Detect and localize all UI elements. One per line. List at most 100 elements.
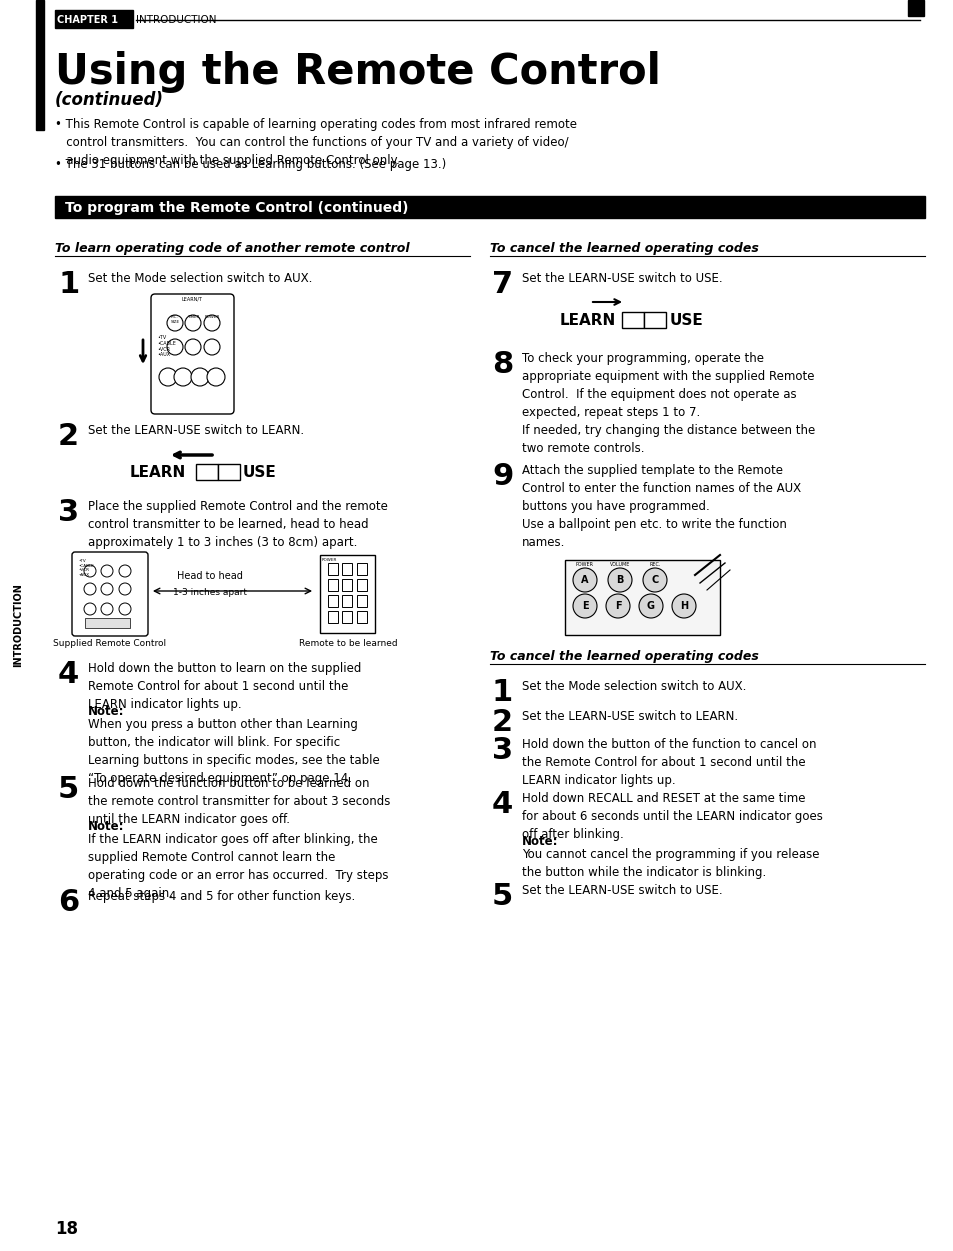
Text: LEARN/T: LEARN/T <box>181 296 202 301</box>
Circle shape <box>167 339 183 355</box>
Bar <box>341 595 352 607</box>
Text: Using the Remote Control: Using the Remote Control <box>55 51 660 93</box>
Bar <box>328 579 337 590</box>
Text: When you press a button other than Learning
button, the indicator will blink. Fo: When you press a button other than Learn… <box>88 718 379 784</box>
Circle shape <box>207 368 225 387</box>
Text: 7: 7 <box>492 270 513 299</box>
Circle shape <box>573 594 597 618</box>
Circle shape <box>642 568 666 592</box>
Bar <box>328 563 337 575</box>
Text: Set the LEARN-USE switch to USE.: Set the LEARN-USE switch to USE. <box>521 884 721 897</box>
Text: POWER: POWER <box>576 562 594 567</box>
Text: PIC.
SIZE: PIC. SIZE <box>171 315 179 324</box>
Text: F: F <box>614 600 620 610</box>
Text: Note:: Note: <box>521 834 558 848</box>
Bar <box>341 579 352 590</box>
Bar <box>643 311 665 328</box>
Text: Head to head: Head to head <box>177 570 243 580</box>
Text: To cancel the learned operating codes: To cancel the learned operating codes <box>490 651 758 663</box>
FancyBboxPatch shape <box>151 294 233 414</box>
FancyBboxPatch shape <box>71 552 148 636</box>
Circle shape <box>84 603 96 615</box>
Circle shape <box>173 368 192 387</box>
Text: USE: USE <box>669 313 703 328</box>
Circle shape <box>573 568 597 592</box>
Circle shape <box>101 603 112 615</box>
Text: POWER: POWER <box>204 315 219 319</box>
Text: 3: 3 <box>58 498 79 527</box>
Text: LEARN: LEARN <box>130 464 186 479</box>
Circle shape <box>84 565 96 577</box>
Text: H: H <box>679 600 687 610</box>
Bar <box>55 10 132 28</box>
Text: 4: 4 <box>58 661 79 689</box>
Circle shape <box>84 583 96 595</box>
Text: LEARN: LEARN <box>559 313 616 328</box>
Text: To check your programming, operate the
appropriate equipment with the supplied R: To check your programming, operate the a… <box>521 352 815 455</box>
Text: • This Remote Control is capable of learning operating codes from most infrared : • This Remote Control is capable of lear… <box>55 118 577 166</box>
Bar <box>356 595 367 607</box>
Text: 6: 6 <box>58 888 79 917</box>
Circle shape <box>204 339 220 355</box>
Text: B: B <box>616 575 623 585</box>
Text: 18: 18 <box>55 1220 78 1238</box>
Text: Set the LEARN-USE switch to LEARN.: Set the LEARN-USE switch to LEARN. <box>88 424 304 437</box>
Text: USE: USE <box>243 464 276 479</box>
Circle shape <box>204 315 220 332</box>
Text: Set the LEARN-USE switch to USE.: Set the LEARN-USE switch to USE. <box>521 271 721 285</box>
Text: 4: 4 <box>492 789 513 819</box>
Circle shape <box>167 315 183 332</box>
Text: 5: 5 <box>492 882 513 911</box>
Text: • The 31 buttons can be used as Learning buttons. (See page 13.): • The 31 buttons can be used as Learning… <box>55 158 446 171</box>
Text: G: G <box>646 600 655 610</box>
Text: A: A <box>580 575 588 585</box>
Text: 5: 5 <box>58 776 79 804</box>
Text: E: E <box>581 600 588 610</box>
Text: (continued): (continued) <box>55 91 164 109</box>
Text: Attach the supplied template to the Remote
Control to enter the function names o: Attach the supplied template to the Remo… <box>521 464 801 549</box>
Text: VOLUME: VOLUME <box>609 562 630 567</box>
Text: CHAPTER 1: CHAPTER 1 <box>57 15 118 25</box>
Text: Hold down the button to learn on the supplied
Remote Control for about 1 second : Hold down the button to learn on the sup… <box>88 662 361 711</box>
Circle shape <box>101 583 112 595</box>
Text: INTRODUCTION: INTRODUCTION <box>13 583 23 668</box>
Circle shape <box>607 568 631 592</box>
Text: 1: 1 <box>492 678 513 707</box>
Text: •TV
•CABLE
•VCR
•AUX: •TV •CABLE •VCR •AUX <box>78 559 93 577</box>
Circle shape <box>119 583 131 595</box>
Text: Place the supplied Remote Control and the remote
control transmitter to be learn: Place the supplied Remote Control and th… <box>88 500 388 549</box>
Text: •TV
•CABLE
•VCR
•AUX: •TV •CABLE •VCR •AUX <box>157 335 175 358</box>
Text: To cancel the learned operating codes: To cancel the learned operating codes <box>490 241 758 255</box>
Circle shape <box>119 565 131 577</box>
Text: Note:: Note: <box>88 706 125 718</box>
Text: 3: 3 <box>492 736 513 766</box>
Text: 8: 8 <box>492 350 513 379</box>
Bar <box>356 610 367 623</box>
Bar <box>907 0 923 16</box>
Text: REC.: REC. <box>649 562 660 567</box>
Circle shape <box>101 565 112 577</box>
Text: 1: 1 <box>58 270 79 299</box>
Bar <box>85 618 130 628</box>
Text: 1-3 inches apart: 1-3 inches apart <box>172 588 247 597</box>
Text: You cannot cancel the programming if you release
the button while the indicator : You cannot cancel the programming if you… <box>521 848 819 879</box>
Text: Supplied Remote Control: Supplied Remote Control <box>53 639 167 648</box>
Circle shape <box>671 594 696 618</box>
Circle shape <box>191 368 209 387</box>
Bar <box>356 563 367 575</box>
Text: 2: 2 <box>58 422 79 452</box>
Circle shape <box>639 594 662 618</box>
Text: If the LEARN indicator goes off after blinking, the
supplied Remote Control cann: If the LEARN indicator goes off after bl… <box>88 833 388 899</box>
Bar <box>564 560 720 636</box>
Bar <box>319 555 375 633</box>
Text: To program the Remote Control (continued): To program the Remote Control (continued… <box>65 201 408 215</box>
Text: 9: 9 <box>492 462 513 490</box>
Text: Remote to be learned: Remote to be learned <box>298 639 396 648</box>
Text: INTRODUCTION: INTRODUCTION <box>136 15 216 25</box>
Bar <box>195 464 218 480</box>
Text: To learn operating code of another remote control: To learn operating code of another remot… <box>55 241 409 255</box>
Bar <box>218 464 240 480</box>
Circle shape <box>119 603 131 615</box>
Bar <box>341 610 352 623</box>
Text: Hold down the function button to be learned on
the remote control transmitter fo: Hold down the function button to be lear… <box>88 777 390 826</box>
